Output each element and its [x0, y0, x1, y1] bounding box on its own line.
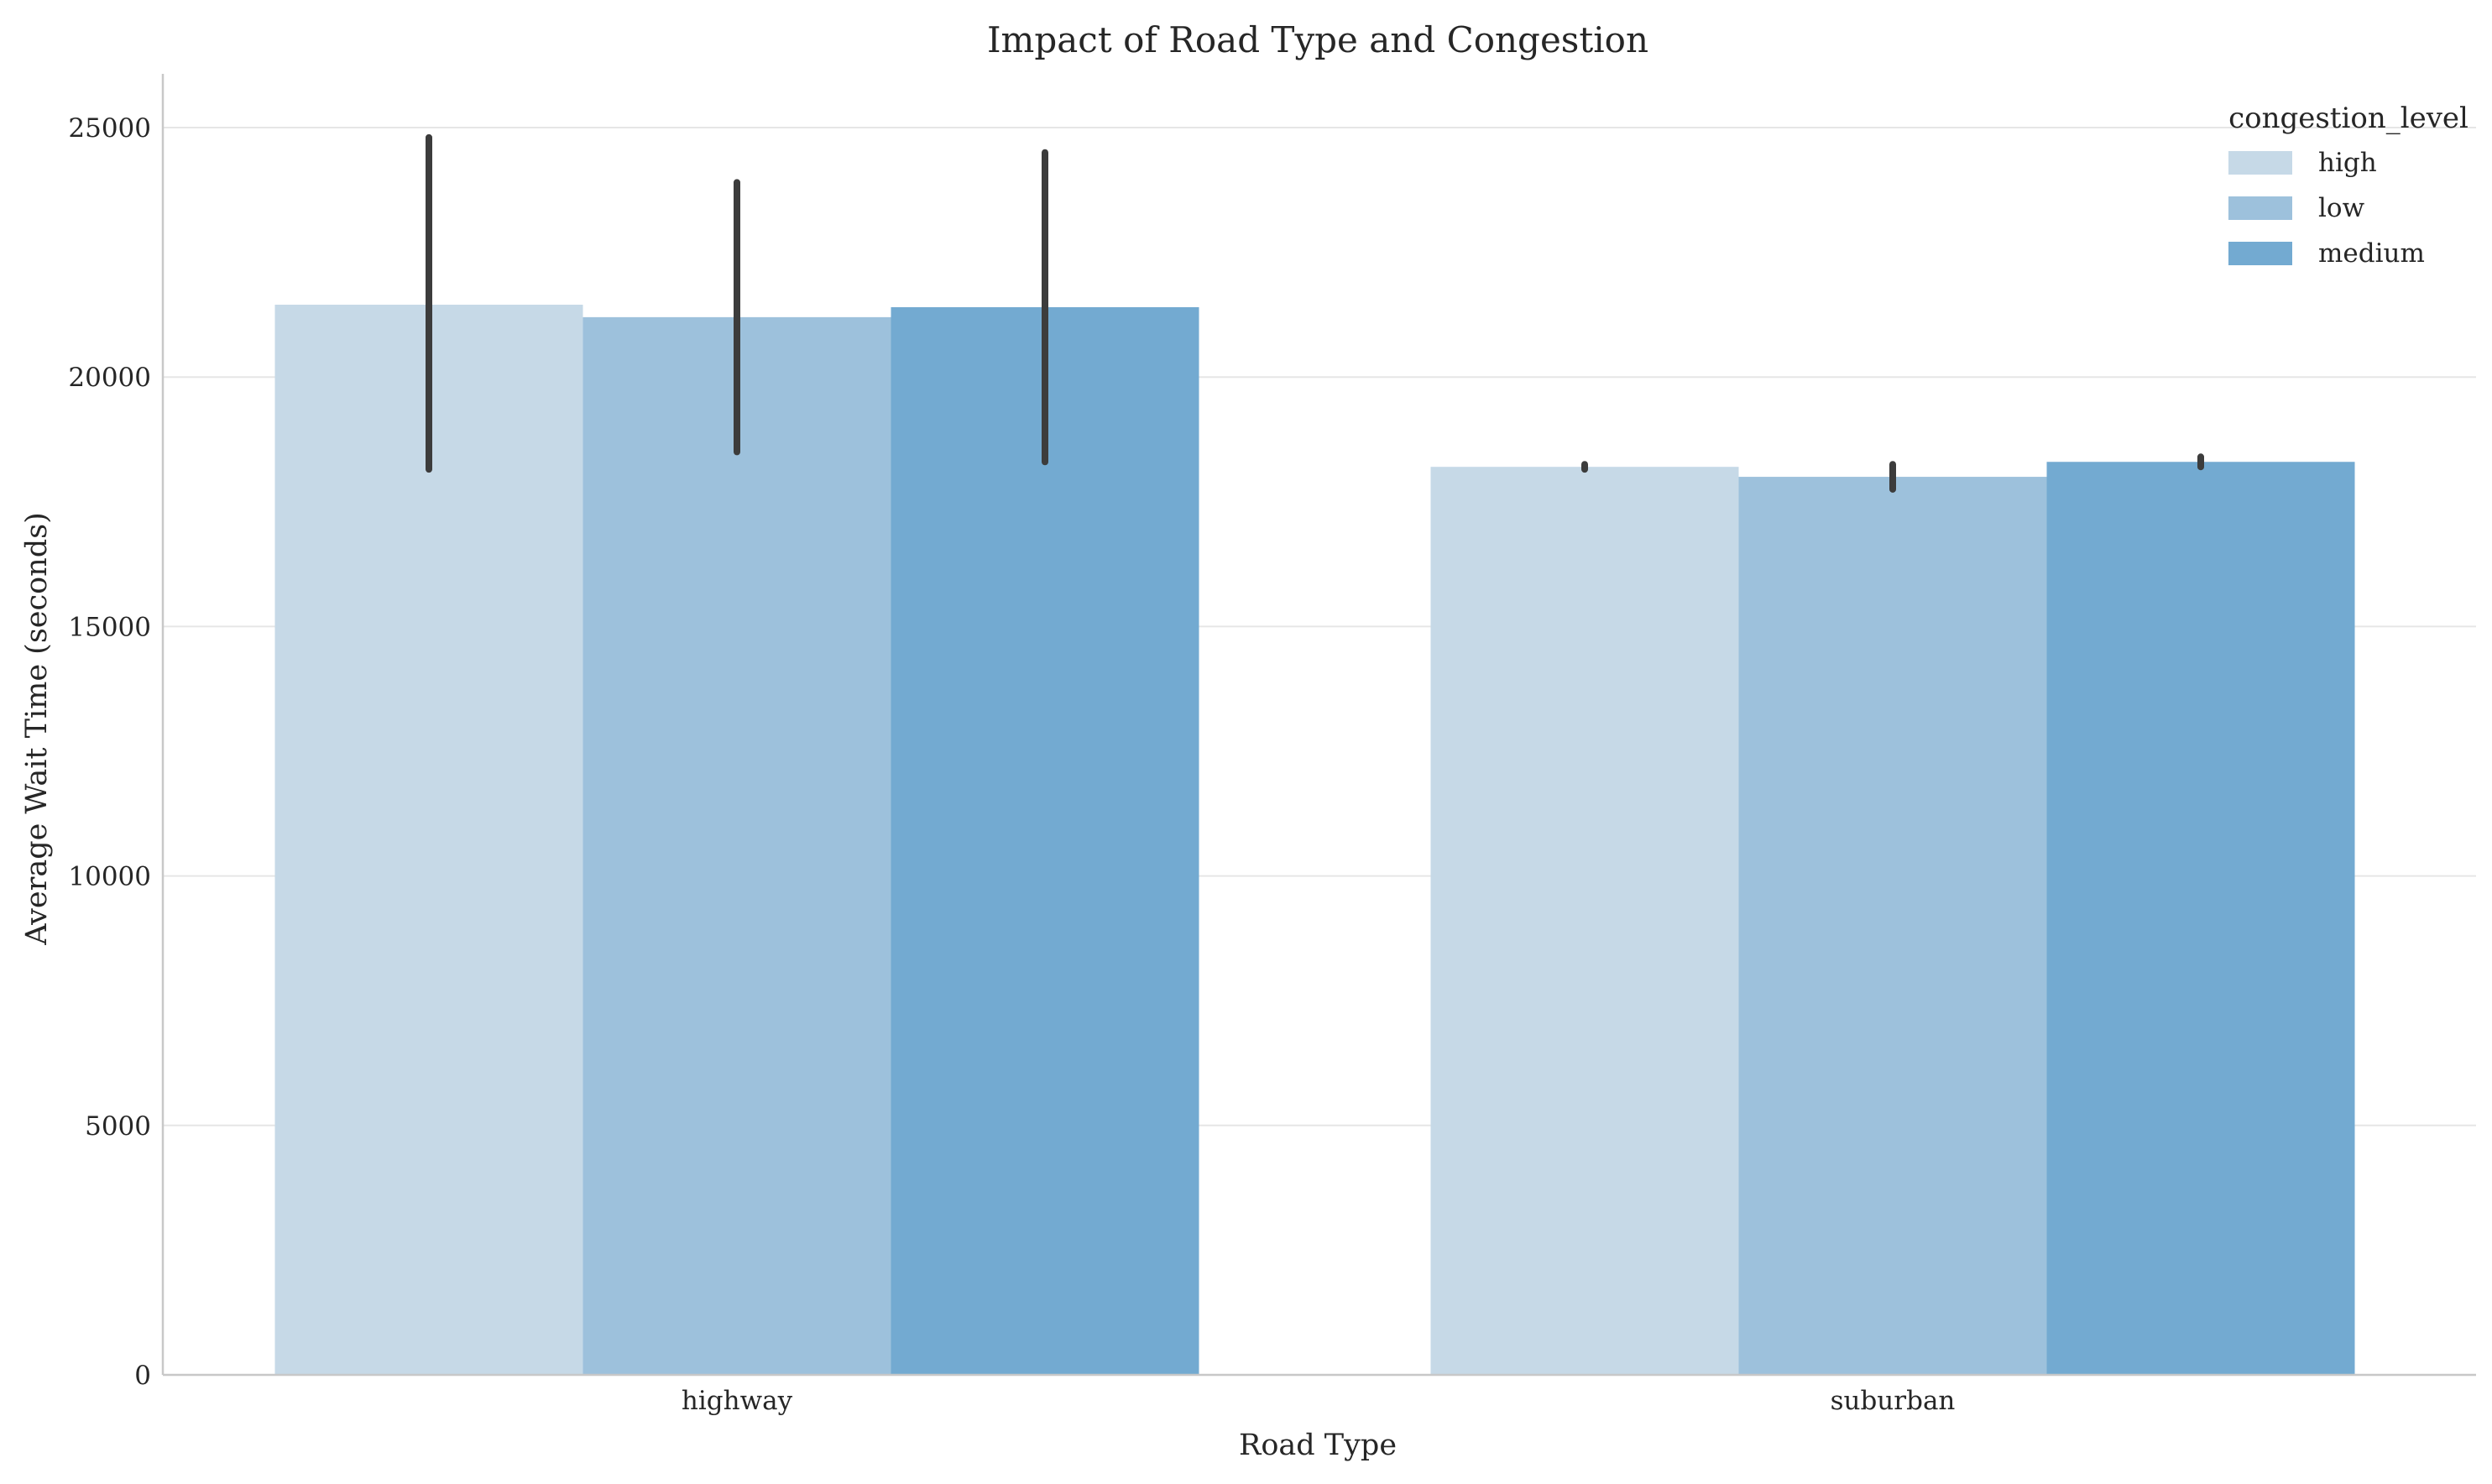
bar-highway-high [274, 305, 583, 1376]
axes [161, 74, 2476, 1377]
y-tick-label: 25000 [68, 113, 151, 144]
x-tick-label: suburban [1831, 1386, 1956, 1416]
y-axis-label: Average Wait Time (seconds) [20, 512, 54, 946]
legend-swatch-medium [2228, 242, 2292, 265]
bar-suburban-medium [2046, 462, 2355, 1375]
bar-suburban-low [1738, 477, 2047, 1375]
y-tick-label: 20000 [68, 363, 151, 393]
tick-labels: 0 5000 10000 15000 20000 25000 highway suburban [68, 113, 1955, 1416]
x-axis-label: Road Type [1239, 1429, 1397, 1462]
bar-highway-low [583, 316, 891, 1375]
legend-label-low: low [2318, 193, 2365, 223]
bar-suburban-high [1430, 467, 1739, 1375]
legend-swatch-low [2228, 196, 2292, 220]
legend-swatch-high [2228, 151, 2292, 175]
y-tick-label: 0 [134, 1361, 151, 1391]
legend-label-medium: medium [2318, 238, 2425, 269]
error-bars [426, 133, 2204, 493]
y-tick-label: 5000 [85, 1111, 151, 1142]
y-tick-label: 15000 [68, 612, 151, 642]
bars [274, 305, 2355, 1376]
legend: congestion_level high low medium [2228, 102, 2468, 269]
chart-title: Impact of Road Type and Congestion [987, 19, 1648, 60]
x-tick-label: highway [682, 1386, 793, 1416]
y-tick-label: 10000 [68, 862, 151, 892]
legend-title: congestion_level [2228, 102, 2468, 135]
legend-label-high: high [2318, 148, 2377, 178]
bar-highway-medium [891, 306, 1199, 1375]
